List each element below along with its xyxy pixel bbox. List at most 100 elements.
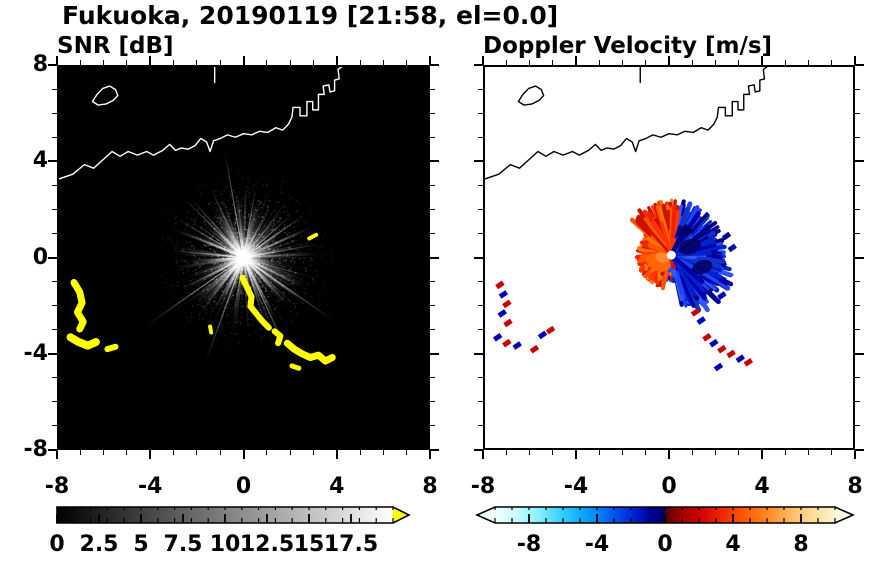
x-tick-label: 4 [329,474,345,499]
figure-title: Fukuoka, 20190119 [21:58, el=0.0] [62,1,559,30]
x-axis-tick [406,60,408,65]
doppler-panel [483,65,855,450]
x-axis-tick [103,60,105,65]
x-axis-tick [854,56,856,65]
y-axis-tick [52,208,57,210]
y-axis-tick [478,112,483,114]
x-axis-tick [738,60,740,65]
y-axis-tick [430,184,435,186]
x-tick-label: 0 [661,474,677,499]
doppler-colorbar [467,503,867,527]
y-axis-tick [48,449,57,451]
y-axis-tick [48,256,57,259]
y-axis-tick [430,112,435,114]
y-axis-tick [474,64,483,66]
y-axis-tick [478,184,483,186]
x-axis-tick [854,450,856,459]
doppler-colorbar-tick-label: 4 [725,532,741,557]
x-axis-tick [173,60,175,65]
x-axis-tick [668,450,670,459]
x-axis-tick [335,450,338,459]
x-axis-tick [219,450,221,455]
snr-colorbar [55,503,417,527]
y-axis-tick [430,136,435,138]
x-axis-tick [482,450,484,459]
x-axis-tick [173,450,175,455]
x-axis-tick [645,60,647,65]
doppler-colorbar-tick-label: -4 [584,532,610,557]
y-axis-tick [52,232,57,234]
x-axis-tick [289,60,291,65]
y-axis-tick [52,377,57,379]
x-axis-tick [126,60,128,65]
y-axis-tick [52,112,57,114]
x-axis-tick [56,450,58,459]
x-axis-tick [761,450,763,459]
x-axis-tick [429,56,431,65]
y-axis-tick [478,425,483,427]
x-axis-tick [575,56,577,65]
x-axis-tick [505,450,507,455]
x-axis-tick [552,60,554,65]
x-tick-label: 8 [847,474,863,499]
x-axis-tick [668,56,670,65]
x-axis-tick [149,56,152,65]
y-axis-tick [855,281,860,283]
y-axis-tick [474,160,483,163]
y-axis-tick [52,136,57,138]
y-axis-tick [48,64,57,66]
x-axis-tick [808,450,809,455]
y-axis-tick [430,232,435,234]
y-axis-tick [855,305,860,307]
y-tick-label: -4 [23,340,48,366]
y-tick-label: -8 [23,437,48,462]
doppler-panel-title: Doppler Velocity [m/s] [483,33,773,59]
x-axis-tick [312,450,314,455]
y-axis-tick [52,88,57,90]
x-tick-label: -8 [470,474,496,499]
y-axis-tick [478,136,483,138]
x-axis-tick [761,56,763,65]
y-axis-tick [430,377,435,379]
x-axis-tick [622,450,623,455]
snr-colorbar-tick-label: 2.5 [79,532,119,557]
snr-colorbar-tick-label: 5 [133,532,149,557]
snr-colorbar-tick-label: 15 [293,532,325,557]
x-axis-tick [242,56,245,65]
x-axis-tick [598,450,600,455]
y-axis-tick [430,352,439,355]
y-axis-tick [430,88,435,90]
snr-panel-title: SNR [dB] [57,33,174,59]
y-axis-tick [48,160,57,163]
y-axis-tick [855,449,864,451]
y-axis-tick [855,256,864,259]
x-axis-tick [103,450,105,455]
x-axis-tick [266,450,268,455]
y-axis-tick [855,377,860,379]
x-axis-tick [149,450,152,459]
y-axis-tick [478,329,483,331]
y-axis-tick [430,281,435,283]
y-axis-tick [855,136,860,138]
snr-colorbar-tick-label: 0 [49,532,65,557]
y-axis-tick [430,160,439,163]
x-axis-tick [505,60,507,65]
doppler-colorbar-tick-label: 0 [657,532,673,557]
x-axis-tick [196,450,198,455]
y-axis-tick [430,256,439,259]
x-axis-tick [715,60,716,65]
y-axis-tick [52,401,57,403]
y-axis-tick [855,184,860,186]
doppler-colorbar-tick-label: 8 [793,532,809,557]
doppler-colorbar-tick-label: -8 [516,532,542,557]
y-axis-tick [478,232,483,234]
x-axis-tick [79,60,81,65]
x-axis-tick [335,56,338,65]
x-axis-tick [691,60,693,65]
y-axis-tick [478,281,483,283]
x-axis-tick [645,450,647,455]
x-axis-tick [196,60,198,65]
y-axis-tick [855,88,860,90]
snr-colorbar-tick-label: 10 [209,532,241,557]
